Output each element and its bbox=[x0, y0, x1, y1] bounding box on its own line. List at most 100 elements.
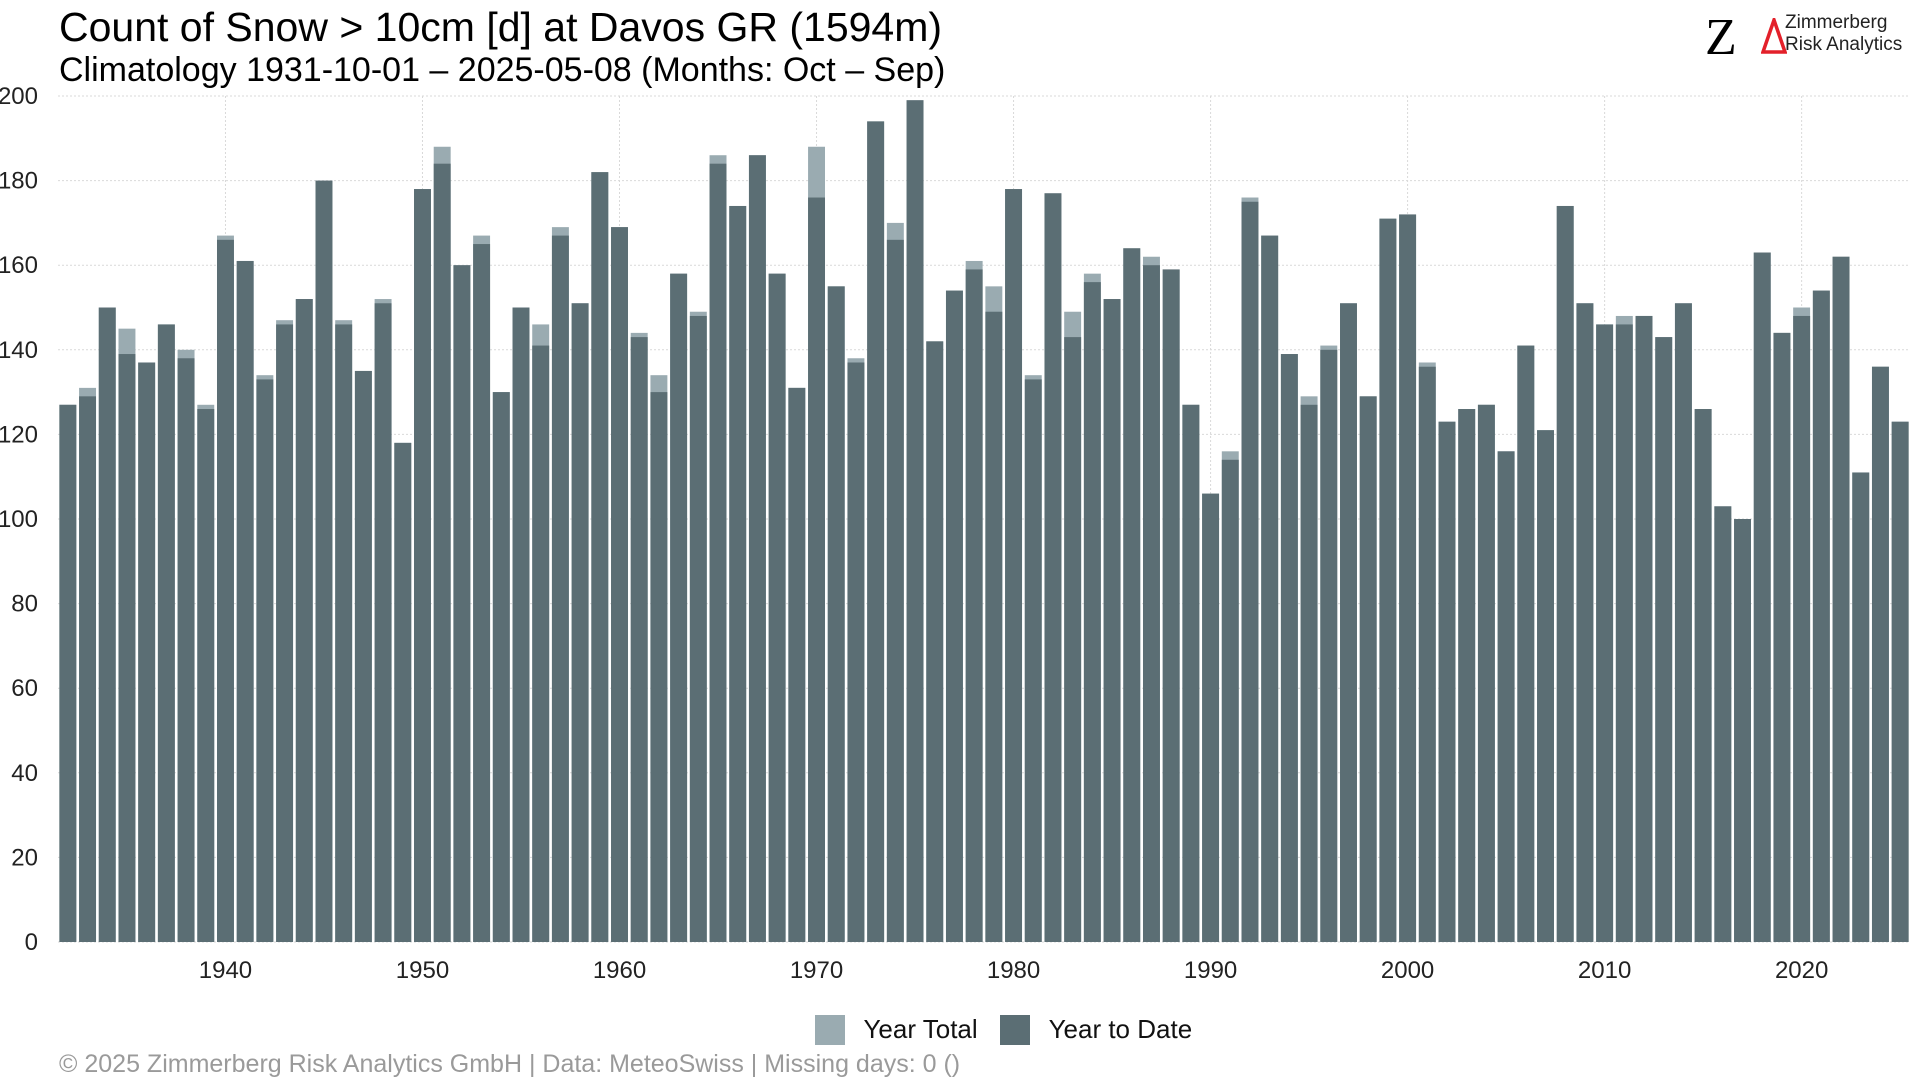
y-tick-label: 100 bbox=[0, 506, 38, 533]
x-tick-label: 1950 bbox=[396, 957, 449, 984]
bar-year-to-date bbox=[1714, 506, 1732, 942]
bar-year-to-date bbox=[1832, 256, 1850, 942]
bar-chart: 0 20 40 60 80 100 120 140 160 180 200 1940 1950 1960… bbox=[0, 83, 1910, 984]
bar-year-to-date bbox=[1162, 269, 1180, 942]
bar-year-to-date bbox=[138, 362, 156, 942]
bar-year-to-date bbox=[1221, 459, 1239, 942]
bar-year-to-date bbox=[335, 324, 353, 942]
bar-year-to-date bbox=[1615, 324, 1633, 942]
bar-year-to-date bbox=[985, 311, 1003, 943]
bar-year-to-date bbox=[1812, 290, 1830, 943]
bar-year-to-date bbox=[532, 345, 550, 942]
bar-year-to-date bbox=[729, 205, 747, 943]
bar-year-to-date bbox=[1379, 218, 1397, 943]
bar-year-to-date bbox=[1537, 430, 1554, 942]
x-tick-label: 1960 bbox=[593, 957, 646, 984]
logo-triangle-icon bbox=[1761, 18, 1787, 54]
x-tick-label: 1940 bbox=[199, 957, 252, 984]
bar-year-to-date bbox=[414, 189, 431, 942]
bar-year-to-date bbox=[611, 227, 628, 942]
y-tick-label: 80 bbox=[11, 591, 38, 618]
bar-year-to-date bbox=[79, 396, 97, 943]
bar-year-to-date bbox=[1438, 421, 1456, 943]
x-tick-label: 2010 bbox=[1578, 957, 1631, 984]
bar-year-to-date bbox=[157, 324, 175, 942]
legend-item-year-to-date: Year to Date bbox=[1000, 1014, 1192, 1045]
bar-year-to-date bbox=[118, 354, 136, 942]
bar-year-to-date bbox=[236, 260, 254, 943]
bar-year-to-date bbox=[906, 100, 924, 943]
legend-swatch-year-to-date bbox=[1000, 1014, 1031, 1045]
bar-year-to-date bbox=[1044, 193, 1062, 943]
bar-year-to-date bbox=[1576, 303, 1594, 942]
bar-year-to-date bbox=[965, 269, 983, 942]
x-axis: 1940 1950 1960 1970 1980 1990 2000 2010 2020 bbox=[199, 957, 1829, 984]
legend-label-year-total: Year Total bbox=[863, 1014, 978, 1044]
logo-mark: Z bbox=[1705, 9, 1737, 66]
bar-year-to-date bbox=[433, 163, 451, 942]
footer-credits: © 2025 Zimmerberg Risk Analytics GmbH | … bbox=[59, 1050, 961, 1078]
bar-year-to-date bbox=[473, 244, 491, 943]
x-tick-label: 2020 bbox=[1775, 957, 1828, 984]
bar-year-to-date bbox=[512, 307, 530, 942]
y-tick-label: 0 bbox=[25, 929, 38, 956]
bar-year-to-date bbox=[1891, 421, 1909, 943]
bar-year-to-date bbox=[1418, 366, 1436, 943]
chart-legend: Year Total Year to Date bbox=[815, 1014, 1210, 1048]
bar-year-to-date bbox=[768, 273, 786, 942]
x-tick-label: 2000 bbox=[1381, 957, 1434, 984]
bar-year-to-date bbox=[1556, 205, 1574, 943]
bar-year-to-date bbox=[867, 121, 885, 942]
bar-year-to-date bbox=[394, 442, 412, 942]
bar-year-to-date bbox=[1793, 315, 1811, 943]
bar-year-to-date bbox=[177, 358, 195, 942]
y-tick-label: 60 bbox=[11, 675, 38, 702]
bar-year-to-date bbox=[59, 404, 77, 942]
x-tick-label: 1980 bbox=[987, 957, 1040, 984]
y-tick-label: 160 bbox=[0, 252, 38, 279]
bar-year-to-date bbox=[374, 303, 392, 942]
bar-year-to-date bbox=[1773, 332, 1791, 942]
bar-year-to-date bbox=[256, 379, 274, 942]
bar-year-to-date bbox=[748, 155, 766, 943]
bar-year-to-date bbox=[709, 163, 727, 942]
bar-year-to-date bbox=[1320, 349, 1338, 942]
bar-year-to-date bbox=[1280, 354, 1298, 942]
bar-year-to-date bbox=[197, 409, 215, 942]
bar-year-to-date bbox=[1064, 337, 1082, 942]
bar-year-to-date bbox=[1123, 248, 1141, 942]
bar-year-to-date bbox=[1103, 299, 1121, 942]
bar-year-to-date bbox=[689, 315, 707, 943]
bar-year-to-date bbox=[216, 239, 234, 942]
bar-year-to-date bbox=[492, 392, 510, 943]
bar-year-to-date bbox=[1005, 189, 1023, 942]
bar-year-to-date bbox=[788, 387, 806, 942]
bar-year-to-date bbox=[945, 290, 963, 943]
bar-year-to-date bbox=[808, 197, 826, 942]
bar-year-to-date bbox=[1142, 265, 1160, 942]
bar-year-to-date bbox=[926, 341, 944, 943]
series-year-to-date bbox=[59, 100, 1909, 943]
bar-year-to-date bbox=[354, 370, 372, 942]
y-tick-label: 200 bbox=[0, 83, 38, 110]
chart-subtitle: Climatology 1931-10-01 – 2025-05-08 (Mon… bbox=[59, 51, 946, 89]
company-logo: Z Zimmerberg Risk Analytics bbox=[1705, 10, 1905, 66]
y-tick-label: 120 bbox=[0, 421, 38, 448]
bar-year-to-date bbox=[1300, 404, 1318, 942]
bar-year-to-date bbox=[1674, 303, 1692, 942]
x-tick-label: 1990 bbox=[1184, 957, 1237, 984]
bar-year-to-date bbox=[1024, 379, 1042, 942]
bar-year-to-date bbox=[670, 273, 688, 942]
bar-year-to-date bbox=[1359, 396, 1377, 943]
x-tick-label: 1970 bbox=[790, 957, 843, 984]
y-axis: 0 20 40 60 80 100 120 140 160 180 200 bbox=[0, 83, 38, 956]
legend-swatch-year-total bbox=[815, 1014, 845, 1045]
bar-year-to-date bbox=[1261, 235, 1279, 943]
bar-year-to-date bbox=[650, 392, 668, 943]
bar-year-to-date bbox=[453, 265, 471, 942]
logo-name-line1: Zimmerberg bbox=[1785, 12, 1888, 33]
bar-year-to-date bbox=[591, 172, 609, 942]
bar-year-to-date bbox=[630, 337, 648, 942]
bar-year-to-date bbox=[1241, 201, 1259, 942]
y-tick-label: 40 bbox=[11, 760, 38, 787]
